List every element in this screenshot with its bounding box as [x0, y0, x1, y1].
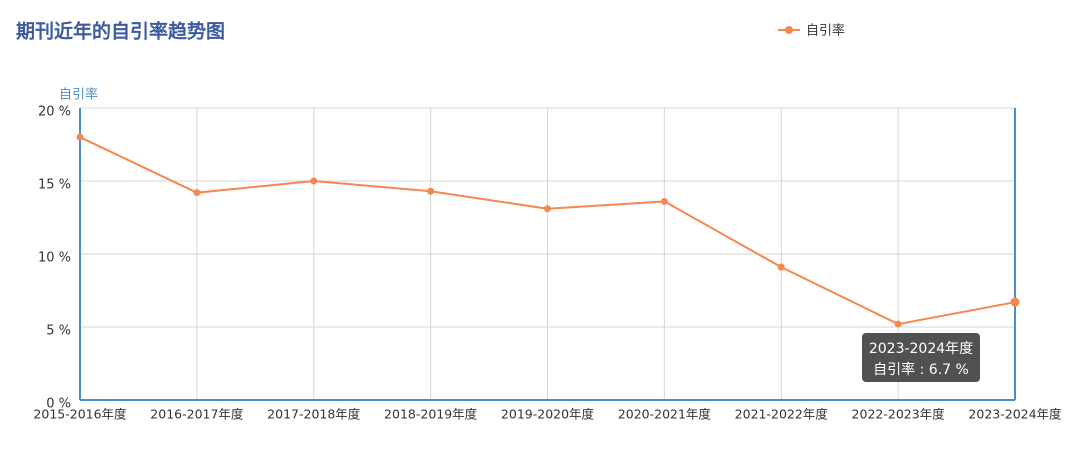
- x-tick-label: 2015-2016年度: [33, 407, 127, 422]
- tooltip-value: 自引率 : 6.7 %: [873, 361, 969, 378]
- x-tick-label: 2023-2024年度: [968, 407, 1062, 422]
- data-point: [193, 189, 201, 197]
- x-tick-label: 2020-2021年度: [618, 407, 712, 422]
- data-point: [427, 187, 435, 195]
- legend-label: 自引率: [806, 23, 845, 39]
- x-tick-label: 2016-2017年度: [150, 407, 244, 422]
- data-point: [894, 320, 902, 328]
- y-axis-label: 自引率: [59, 87, 98, 103]
- data-point: [544, 205, 551, 213]
- data-point: [1010, 297, 1020, 307]
- chart-title: 期刊近年的自引率趋势图: [16, 20, 225, 43]
- y-tick-label: 15 %: [38, 178, 71, 193]
- tooltip: [862, 333, 980, 382]
- legend-marker: [785, 26, 793, 34]
- x-tick-label: 2018-2019年度: [384, 407, 478, 422]
- y-tick-label: 20 %: [38, 105, 71, 120]
- data-point: [76, 133, 84, 141]
- tooltip-title: 2023-2024年度: [869, 341, 973, 357]
- y-tick-label: 5 %: [46, 324, 71, 339]
- x-tick-label: 2017-2018年度: [267, 407, 361, 422]
- y-tick-label: 0 %: [46, 397, 71, 412]
- data-point: [777, 263, 785, 271]
- x-tick-label: 2021-2022年度: [735, 407, 829, 422]
- data-point: [310, 177, 318, 185]
- x-tick-label: 2022-2023年度: [852, 407, 946, 422]
- y-tick-label: 10 %: [38, 251, 71, 266]
- data-point: [660, 197, 668, 205]
- x-tick-label: 2019-2020年度: [501, 407, 595, 422]
